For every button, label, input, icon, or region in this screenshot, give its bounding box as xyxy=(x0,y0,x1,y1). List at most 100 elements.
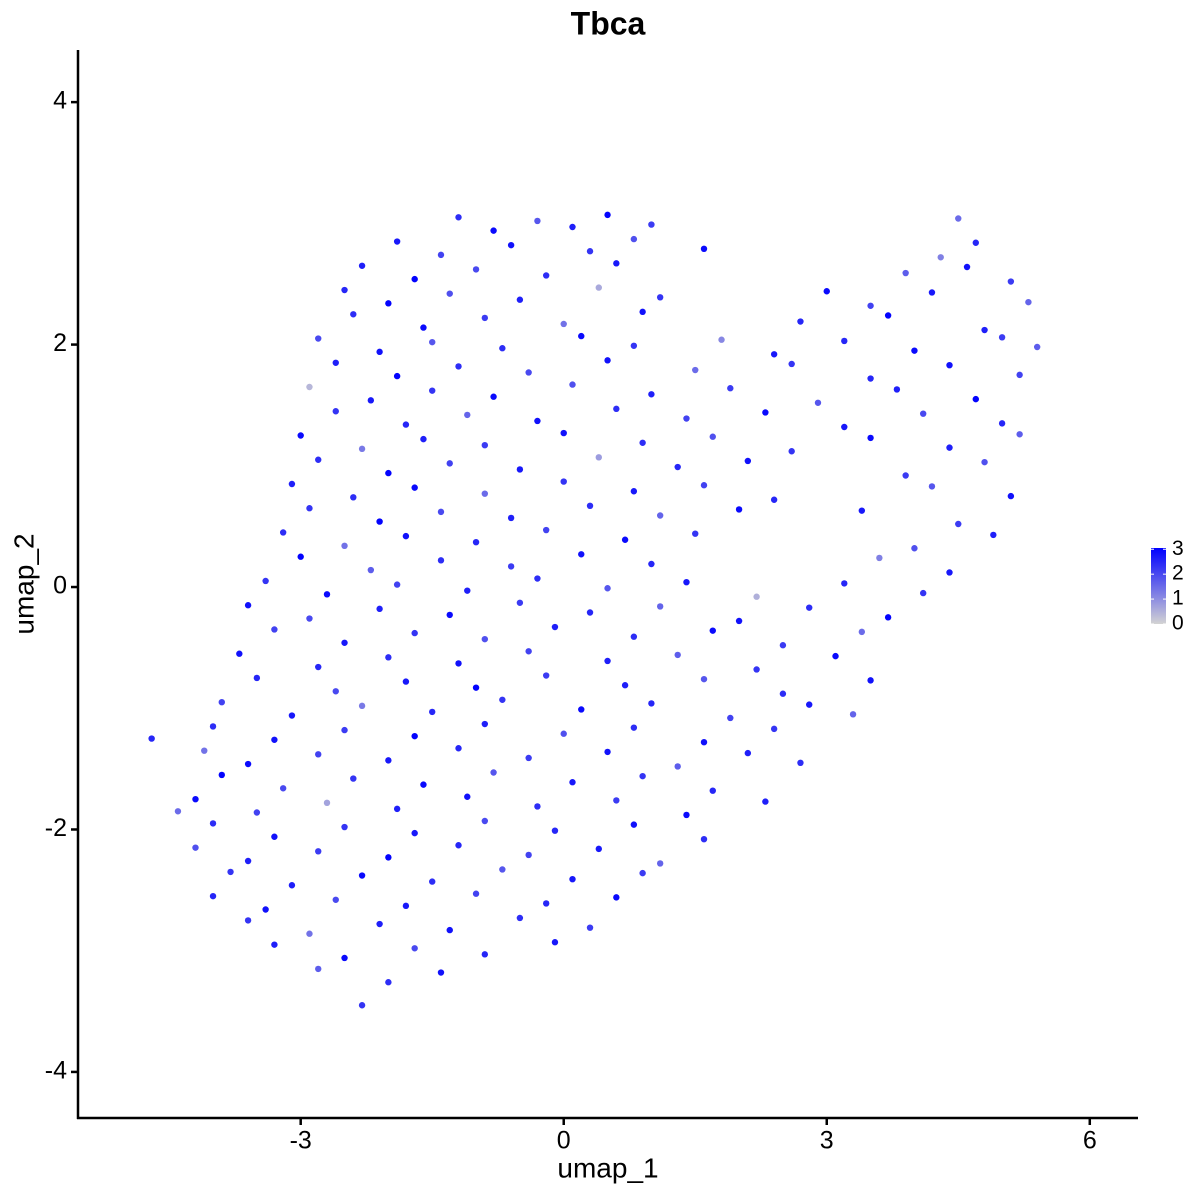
point xyxy=(402,532,410,540)
point xyxy=(849,711,857,718)
point xyxy=(683,415,690,422)
point xyxy=(385,654,392,661)
point xyxy=(946,444,953,451)
point xyxy=(709,433,716,440)
point xyxy=(542,672,550,679)
point xyxy=(525,754,532,762)
point xyxy=(490,227,497,234)
point xyxy=(656,860,664,867)
point xyxy=(341,954,348,962)
point xyxy=(762,409,769,416)
y-tick-label: 4 xyxy=(53,87,67,115)
point xyxy=(841,337,848,345)
point xyxy=(613,405,620,413)
point xyxy=(209,892,217,900)
point xyxy=(420,324,427,331)
point xyxy=(718,336,725,343)
point xyxy=(770,725,778,733)
point xyxy=(753,666,760,673)
chart-title: Tbca xyxy=(571,5,646,41)
point xyxy=(814,399,822,406)
point xyxy=(1033,343,1041,351)
point xyxy=(727,714,734,722)
point xyxy=(525,851,532,859)
point xyxy=(376,348,383,356)
point xyxy=(367,397,375,404)
point xyxy=(358,872,366,879)
point xyxy=(648,221,655,228)
point xyxy=(341,542,348,550)
point xyxy=(630,724,638,731)
point xyxy=(700,482,708,489)
point xyxy=(507,514,515,522)
point xyxy=(315,848,322,855)
point xyxy=(385,300,392,307)
point xyxy=(350,494,357,501)
point xyxy=(990,531,997,539)
point xyxy=(236,650,243,657)
point xyxy=(858,507,866,514)
point xyxy=(411,945,418,952)
point xyxy=(472,890,480,897)
point xyxy=(806,604,813,611)
point xyxy=(867,434,874,442)
point xyxy=(323,591,331,598)
point xyxy=(683,811,690,819)
point xyxy=(393,581,401,588)
point xyxy=(569,381,576,388)
point xyxy=(639,308,646,316)
point xyxy=(621,682,629,689)
point xyxy=(893,386,901,393)
point xyxy=(700,675,708,683)
point xyxy=(271,626,278,633)
point xyxy=(534,217,541,225)
point xyxy=(385,757,392,764)
point xyxy=(560,730,567,737)
point xyxy=(578,706,585,713)
point xyxy=(218,771,225,779)
point xyxy=(1007,492,1015,500)
point xyxy=(297,432,304,439)
point xyxy=(385,854,392,861)
point xyxy=(586,502,594,510)
point xyxy=(656,512,664,519)
y-tick-label: -4 xyxy=(45,1057,67,1085)
point xyxy=(779,690,787,697)
point xyxy=(201,747,208,754)
point xyxy=(376,920,383,928)
point xyxy=(481,441,489,449)
point xyxy=(551,827,559,834)
point xyxy=(455,660,462,667)
point xyxy=(542,900,550,907)
point xyxy=(358,262,366,269)
point xyxy=(227,868,234,876)
point xyxy=(148,735,155,742)
point xyxy=(315,456,322,463)
point xyxy=(630,821,638,828)
point xyxy=(393,372,401,380)
point xyxy=(332,896,339,903)
point xyxy=(323,799,331,807)
point xyxy=(358,1002,366,1009)
point xyxy=(586,924,594,931)
point xyxy=(578,551,585,558)
colorbar-tick-label: 2 xyxy=(1172,562,1184,585)
point xyxy=(998,334,1006,341)
point xyxy=(955,520,962,528)
point xyxy=(446,460,453,467)
point xyxy=(350,311,357,318)
point xyxy=(919,410,927,417)
point xyxy=(902,269,909,277)
point xyxy=(306,505,313,512)
point xyxy=(858,628,866,636)
point xyxy=(472,684,480,691)
point xyxy=(411,629,418,637)
point xyxy=(507,241,515,249)
colorbar-tick-label: 3 xyxy=(1172,537,1184,560)
point xyxy=(613,260,620,267)
point xyxy=(560,478,567,485)
point xyxy=(525,369,532,376)
point xyxy=(534,803,541,810)
point xyxy=(306,615,313,622)
